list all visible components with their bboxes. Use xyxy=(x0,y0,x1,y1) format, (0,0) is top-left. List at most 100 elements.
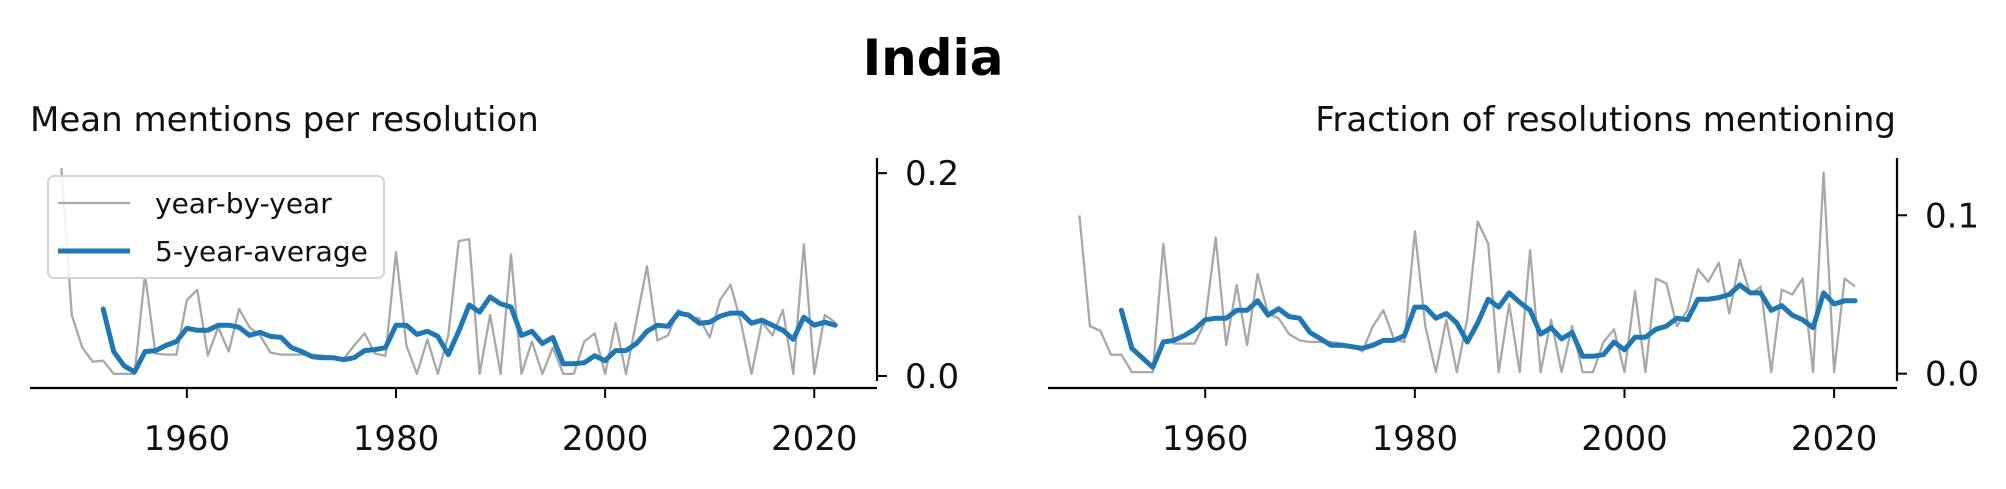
data-point-year-by-year xyxy=(1414,230,1416,232)
data-point-5-year-average xyxy=(458,330,460,332)
data-point-5-year-average xyxy=(416,333,418,335)
data-point-5-year-average xyxy=(1561,338,1563,340)
data-point-year-by-year xyxy=(405,345,407,347)
data-point-year-by-year xyxy=(1613,328,1615,330)
data-point-year-by-year xyxy=(1099,330,1101,332)
data-point-5-year-average xyxy=(698,322,700,324)
data-point-5-year-average xyxy=(113,351,115,353)
data-point-year-by-year xyxy=(60,167,62,169)
data-point-year-by-year xyxy=(782,309,784,311)
data-point-year-by-year xyxy=(1802,278,1804,280)
data-point-year-by-year xyxy=(1760,286,1762,288)
data-point-year-by-year xyxy=(102,360,104,362)
data-point-year-by-year xyxy=(1644,371,1646,373)
data-point-year-by-year xyxy=(1550,319,1552,321)
data-point-5-year-average xyxy=(1697,298,1699,300)
series-line-5-year-average xyxy=(1118,282,1858,370)
data-point-5-year-average xyxy=(1382,339,1384,341)
data-point-5-year-average xyxy=(1361,347,1363,349)
data-points xyxy=(1078,172,1856,374)
data-point-year-by-year xyxy=(1770,371,1772,373)
data-point-year-by-year xyxy=(1309,341,1311,343)
data-point-5-year-average xyxy=(385,347,387,349)
data-point-year-by-year xyxy=(740,322,742,324)
data-point-year-by-year xyxy=(426,338,428,340)
data-point-year-by-year xyxy=(761,321,763,323)
data-point-5-year-average xyxy=(1676,317,1678,319)
data-point-5-year-average xyxy=(1686,319,1688,321)
data-point-5-year-average xyxy=(186,327,188,329)
data-point-5-year-average xyxy=(1791,314,1793,316)
data-point-5-year-average xyxy=(1141,357,1143,359)
data-point-5-year-average xyxy=(290,347,292,349)
data-point-5-year-average xyxy=(771,324,773,326)
data-point-5-year-average xyxy=(1341,344,1343,346)
series-line-5-year-average xyxy=(100,294,838,375)
data-point-year-by-year xyxy=(217,326,219,328)
data-point-5-year-average xyxy=(364,350,366,352)
data-point-year-by-year xyxy=(730,284,732,286)
data-point-5-year-average xyxy=(1571,332,1573,334)
data-point-5-year-average xyxy=(259,331,261,333)
data-point-5-year-average xyxy=(1267,314,1269,316)
data-point-year-by-year xyxy=(1697,268,1699,270)
data-point-year-by-year xyxy=(322,355,324,357)
data-point-5-year-average xyxy=(1215,317,1217,319)
data-point-5-year-average xyxy=(834,324,836,326)
legend-label-5-year-average: 5-year-average xyxy=(155,235,368,268)
data-point-year-by-year xyxy=(1665,282,1667,284)
figure-title: India xyxy=(863,29,1004,87)
data-point-5-year-average xyxy=(1204,319,1206,321)
data-point-year-by-year xyxy=(1561,371,1563,373)
data-point-year-by-year xyxy=(1194,343,1196,345)
data-point-5-year-average xyxy=(1854,300,1856,302)
ticks: 1960 1980 2000 2020 0.0 0.1 xyxy=(1162,196,1979,459)
data-point-5-year-average xyxy=(332,357,334,359)
panel-title: Fraction of resolutions mentioning xyxy=(1315,100,1896,140)
data-point-5-year-average xyxy=(1781,305,1783,307)
data-point-5-year-average xyxy=(625,350,627,352)
data-point-5-year-average xyxy=(426,330,428,332)
data-point-year-by-year xyxy=(1162,243,1164,245)
data-point-5-year-average xyxy=(688,314,690,316)
data-point-5-year-average xyxy=(228,324,230,326)
data-point-5-year-average xyxy=(1770,309,1772,311)
data-point-5-year-average xyxy=(521,334,523,336)
data-point-year-by-year xyxy=(500,373,502,375)
data-point-year-by-year xyxy=(364,332,366,334)
data-point-year-by-year xyxy=(311,354,313,356)
data-point-5-year-average xyxy=(1739,284,1741,286)
data-point-year-by-year xyxy=(1361,351,1363,353)
data-point-5-year-average xyxy=(280,336,282,338)
data-point-5-year-average xyxy=(1330,344,1332,346)
data-point-year-by-year xyxy=(751,373,753,375)
data-point-5-year-average xyxy=(677,312,679,314)
data-point-5-year-average xyxy=(656,324,658,326)
data-point-year-by-year xyxy=(1403,341,1405,343)
data-point-year-by-year xyxy=(270,352,272,354)
data-point-year-by-year xyxy=(155,353,157,355)
data-point-year-by-year xyxy=(792,373,794,375)
data-point-year-by-year xyxy=(1833,371,1835,373)
data-point-year-by-year xyxy=(1456,371,1458,373)
x-tick-label: 1960 xyxy=(1162,419,1249,459)
data-point-5-year-average xyxy=(1707,298,1709,300)
data-point-5-year-average xyxy=(1173,339,1175,341)
y-tick-label: 0.2 xyxy=(905,154,959,194)
data-point-year-by-year xyxy=(677,309,679,311)
data-point-5-year-average xyxy=(1120,309,1122,311)
panel-mean-mentions: Mean mentions per resolution 1960 1980 200… xyxy=(30,100,959,459)
data-point-year-by-year xyxy=(1823,172,1825,174)
data-point-year-by-year xyxy=(437,373,439,375)
data-point-year-by-year xyxy=(165,354,167,356)
data-point-5-year-average xyxy=(1183,335,1185,337)
data-point-5-year-average xyxy=(1540,333,1542,335)
data-point-5-year-average xyxy=(1403,335,1405,337)
data-point-year-by-year xyxy=(1477,221,1479,223)
data-point-year-by-year xyxy=(1435,371,1437,373)
data-point-year-by-year xyxy=(447,334,449,336)
data-point-year-by-year xyxy=(1508,303,1510,305)
x-tick-label: 1980 xyxy=(1372,419,1459,459)
data-point-year-by-year xyxy=(1183,343,1185,345)
